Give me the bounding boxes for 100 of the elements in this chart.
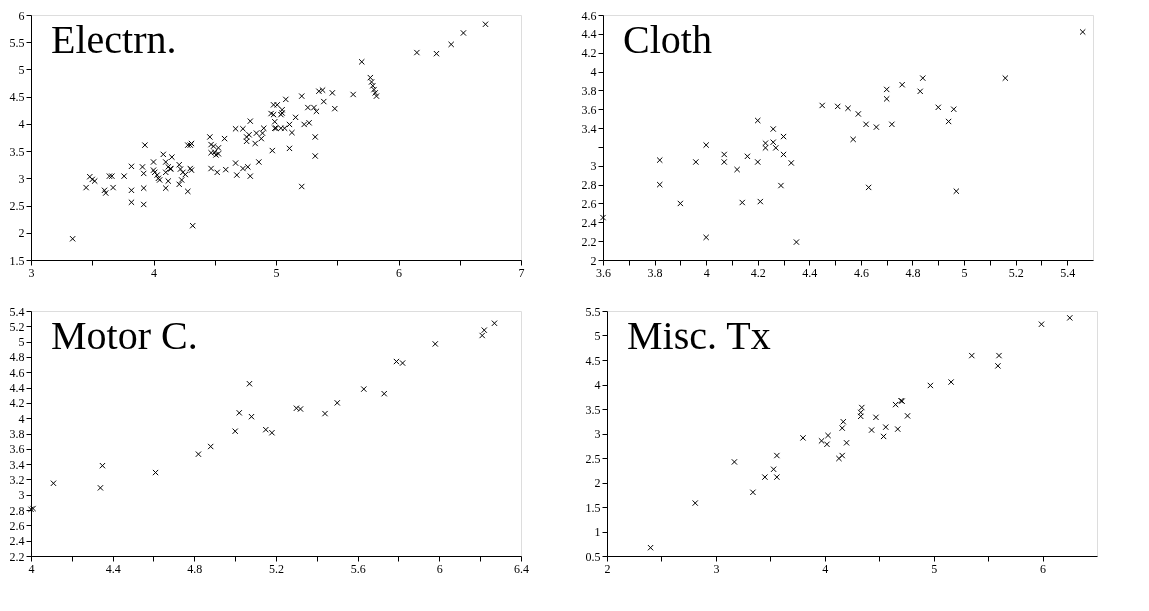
y-tick-label: 4.4 [581, 27, 597, 42]
y-tick-label: 3.8 [581, 83, 597, 98]
y-tick-label: 4.2 [9, 396, 25, 411]
y-tick-label: 3.2 [9, 472, 25, 487]
point [868, 426, 875, 434]
point [880, 433, 887, 440]
y-tick-label: 0.5 [585, 549, 601, 564]
y-tick-label: 3.4 [9, 457, 25, 472]
point [491, 320, 498, 327]
y-tick-label: 2.6 [581, 196, 597, 211]
y-tick-label: 3 [18, 488, 25, 503]
point [236, 409, 243, 416]
point [232, 428, 239, 435]
x-tick-label: 3 [28, 265, 35, 280]
point [857, 409, 864, 416]
point [754, 158, 761, 166]
point [935, 104, 942, 111]
point [1038, 321, 1045, 328]
point [888, 121, 895, 128]
y-tick-label: 3 [18, 171, 25, 186]
y-tick-label: 1.5 [585, 500, 601, 515]
point [883, 86, 890, 93]
point [360, 385, 367, 393]
x-tick-label: 5.4 [1060, 265, 1076, 280]
point [268, 429, 276, 436]
y-tick-label: 5 [18, 335, 25, 350]
x-tick-label: 7 [518, 265, 525, 280]
point [432, 340, 439, 348]
point [481, 326, 488, 334]
point [862, 121, 870, 128]
point [677, 200, 684, 207]
y-tick-label: 4 [590, 65, 597, 80]
point [773, 452, 781, 459]
point [381, 390, 388, 397]
y-tick-label: 1.5 [9, 253, 25, 268]
x-tick-label: 5 [961, 265, 968, 280]
point [731, 458, 738, 466]
point [899, 81, 906, 88]
x-tick-label: 6 [1040, 561, 1047, 576]
y-tick-label: 4.6 [9, 365, 25, 380]
point [945, 118, 952, 125]
x-tick-label: 6 [396, 265, 402, 280]
point [865, 184, 872, 191]
point [773, 473, 781, 481]
y-tick-label: 4.8 [9, 350, 25, 365]
point [777, 182, 785, 189]
point [855, 110, 862, 118]
point [749, 489, 757, 496]
point [968, 352, 975, 359]
x-tick-label: 4 [28, 561, 35, 576]
x-tick-label: 5 [931, 561, 938, 576]
point [788, 159, 795, 167]
y-tick-label: 3.5 [9, 144, 25, 159]
point [947, 378, 955, 386]
chart-title: Motor C. [51, 313, 198, 358]
point [762, 144, 769, 152]
chart-title: Electrn. [51, 17, 177, 62]
y-tick-label: 2.6 [9, 518, 25, 533]
point [692, 499, 699, 507]
y-tick-label: 2.5 [585, 451, 601, 466]
y-tick-label: 2.8 [9, 503, 25, 518]
point [733, 166, 741, 173]
point [248, 413, 255, 420]
y-tick-label: 2.8 [581, 178, 597, 193]
y-tick-label: 2.4 [9, 534, 25, 549]
y-tick-label: 3 [590, 159, 597, 174]
y-tick-label: 5.5 [585, 304, 601, 319]
point [850, 136, 857, 143]
point [692, 158, 699, 166]
point [950, 106, 957, 113]
y-tick-label: 2.4 [581, 215, 597, 230]
point [293, 405, 300, 412]
x-tick-label: 6 [436, 561, 443, 576]
y-tick-label: 2.2 [581, 234, 597, 249]
x-tick-label: 4.2 [750, 265, 766, 280]
y-tick-label: 3.4 [581, 121, 597, 136]
point [721, 158, 728, 166]
point [757, 198, 764, 205]
point [894, 425, 901, 433]
x-tick-label: 4.4 [105, 561, 121, 576]
point [839, 424, 846, 432]
point [1002, 74, 1009, 82]
point [904, 412, 911, 420]
x-tick-label: 4 [151, 265, 157, 280]
point [819, 102, 826, 109]
point [1079, 28, 1086, 36]
chart-title: Cloth [623, 17, 712, 62]
point [703, 141, 710, 149]
point [772, 144, 779, 152]
x-tick-label: 4 [703, 265, 710, 280]
point [195, 451, 202, 458]
y-tick-label: 2 [594, 476, 601, 490]
point [818, 437, 825, 444]
point [839, 452, 846, 459]
y-tick-label: 4.4 [9, 381, 25, 396]
point [97, 484, 104, 492]
y-tick-label: 3.8 [9, 427, 25, 441]
point [207, 443, 214, 450]
y-tick-label: 4.6 [581, 8, 597, 23]
chart-title: Misc. Tx [627, 313, 771, 358]
